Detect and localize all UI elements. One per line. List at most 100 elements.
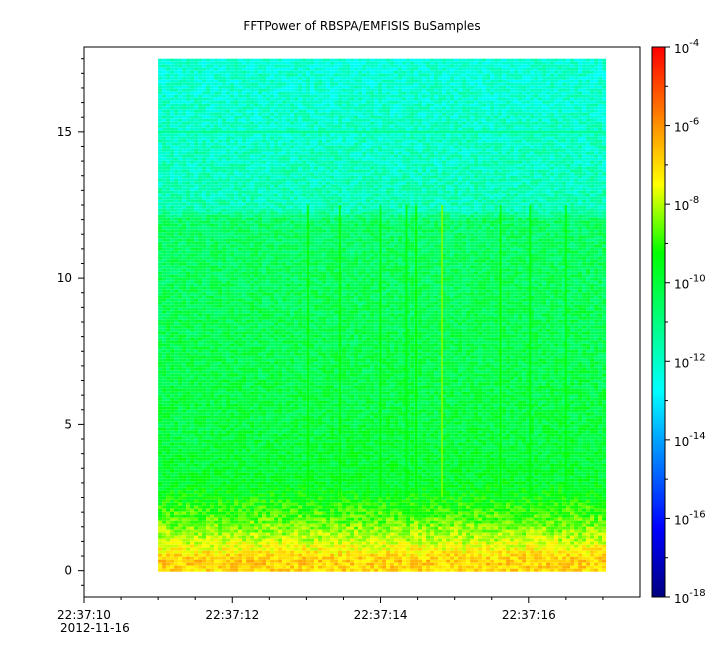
spectrogram-cell <box>350 137 354 140</box>
spectrogram-cell <box>238 140 242 143</box>
spectrogram-cell <box>334 101 338 104</box>
spectrogram-cell <box>454 137 458 140</box>
spectrogram-cell <box>266 149 270 152</box>
spectrogram-cell <box>402 188 406 191</box>
spectrogram-cell <box>438 86 442 89</box>
spectrogram-cell <box>282 98 286 101</box>
spectrogram-cell <box>174 137 178 140</box>
spectrogram-cell <box>438 95 442 98</box>
spectrogram-cell <box>338 107 342 110</box>
spectrogram-cell <box>178 83 182 86</box>
spectrogram-cell <box>486 182 490 185</box>
spectrogram-cell <box>550 86 554 89</box>
spectrogram-cell <box>218 158 222 161</box>
spectrogram-cell <box>474 119 478 122</box>
spectrogram-cell <box>570 134 574 137</box>
spectrogram-cell <box>266 161 270 164</box>
spectrogram-cell <box>434 167 438 170</box>
spectrogram-cell <box>374 191 378 194</box>
spectrogram-cell <box>166 68 170 71</box>
spectrogram-cell <box>546 65 550 68</box>
spectrogram-cell <box>362 152 366 155</box>
spectrogram-cell <box>314 161 318 164</box>
spectrogram-cell <box>290 59 294 62</box>
spectrogram-cell <box>382 137 386 140</box>
spectrogram-cell <box>306 74 310 77</box>
spectrogram-cell <box>598 143 602 146</box>
spectrogram-cell <box>298 158 302 161</box>
spectrogram-cell <box>226 62 230 65</box>
spectrogram-cell <box>194 83 198 86</box>
spectrogram-cell <box>570 74 574 77</box>
spectrogram-cell <box>282 110 286 113</box>
spectrogram-cell <box>454 101 458 104</box>
spectrogram-cell <box>582 71 586 74</box>
spectrogram-cell <box>250 125 254 128</box>
spectrogram-cell <box>566 71 570 74</box>
spectrogram-cell <box>446 95 450 98</box>
spectrogram-cell <box>318 146 322 149</box>
spectrogram-cell <box>382 122 386 125</box>
spectrogram-cell <box>326 119 330 122</box>
spectrogram-cell <box>358 92 362 95</box>
spectrogram-cell <box>514 98 518 101</box>
spectrogram-cell <box>498 179 502 182</box>
spectrogram-cell <box>490 62 494 65</box>
spectrogram-cell <box>386 185 390 188</box>
spectrogram-cell <box>570 62 574 65</box>
spectrogram-cell <box>570 107 574 110</box>
spectrogram-cell <box>410 182 414 185</box>
spectrogram-cell <box>246 173 250 176</box>
spectrogram-cell <box>510 128 514 131</box>
spectrogram-cell <box>506 65 510 68</box>
spectrogram-cell <box>234 83 238 86</box>
spectrogram-cell <box>498 104 502 107</box>
spectrogram-cell <box>470 179 474 182</box>
spectrogram-cell <box>246 176 250 179</box>
spectrogram-cell <box>422 140 426 143</box>
spectrogram-cell <box>294 185 298 188</box>
spectrogram-cell <box>478 71 482 74</box>
spectrogram-cell <box>554 188 558 191</box>
spectrogram-cell <box>362 182 366 185</box>
spectrogram-cell <box>378 74 382 77</box>
spectrogram-cell <box>562 149 566 152</box>
spectrogram-cell <box>290 71 294 74</box>
spectrogram-cell <box>526 125 530 128</box>
spectrogram-cell <box>190 113 194 116</box>
spectrogram-cell <box>286 170 290 173</box>
spectrogram-cell <box>466 59 470 62</box>
spectrogram-cell <box>398 128 402 131</box>
spectrogram-cell <box>586 80 590 83</box>
spectrogram-cell <box>442 119 446 122</box>
spectrogram-cell <box>378 125 382 128</box>
spectrogram-cell <box>306 116 310 119</box>
spectrogram-cell <box>314 77 318 80</box>
spectrogram-cell <box>458 98 462 101</box>
spectrogram-cell <box>602 98 606 101</box>
spectrogram-cell <box>306 98 310 101</box>
spectrogram-cell <box>182 77 186 80</box>
spectrogram-cell <box>466 179 470 182</box>
spectrogram-cell <box>330 164 334 167</box>
spectrogram-cell <box>190 158 194 161</box>
spectrogram-cell <box>226 140 230 143</box>
spectrogram-cell <box>594 62 598 65</box>
spectrogram-cell <box>386 158 390 161</box>
spectrogram-cell <box>394 95 398 98</box>
spectrogram-cell <box>238 146 242 149</box>
spectrogram-cell <box>534 188 538 191</box>
spectrogram-cell <box>338 128 342 131</box>
spectrogram-cell <box>274 68 278 71</box>
spectrogram-cell <box>218 167 222 170</box>
spectrogram-cell <box>498 143 502 146</box>
spectrogram-cell <box>226 134 230 137</box>
spectrogram-cell <box>342 167 346 170</box>
spectrogram-cell <box>530 134 534 137</box>
spectrogram-cell <box>198 98 202 101</box>
spectrogram-cell <box>554 89 558 92</box>
spectrogram-cell <box>502 83 506 86</box>
spectrogram-cell <box>578 158 582 161</box>
spectrogram-cell <box>342 188 346 191</box>
spectrogram-cell <box>214 80 218 83</box>
